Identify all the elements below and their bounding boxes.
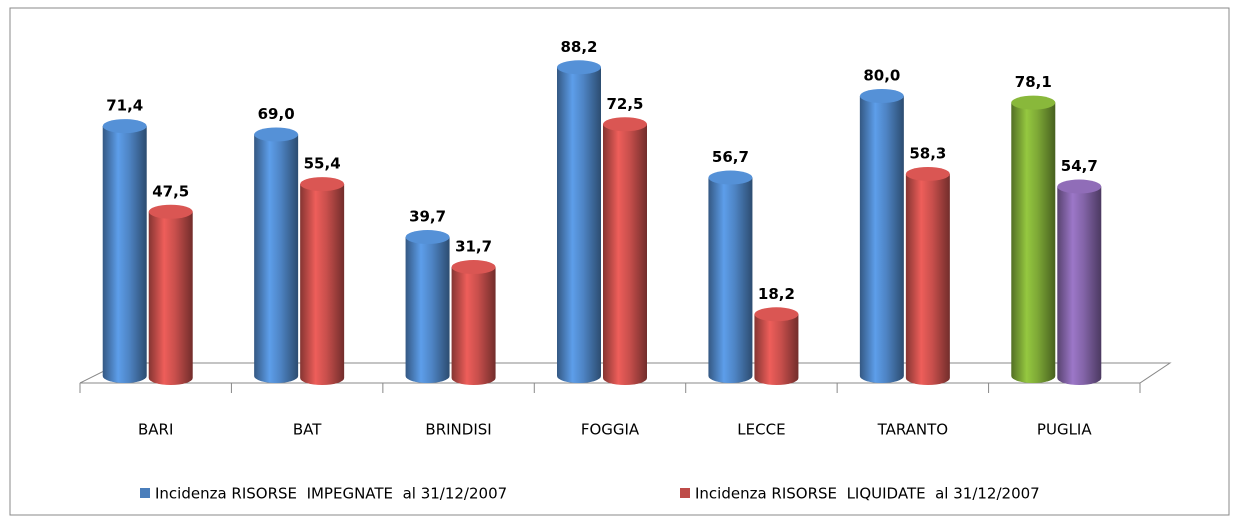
x-tick-label: BRINDISI <box>425 421 491 439</box>
value-label: 88,2 <box>560 38 597 56</box>
bar <box>451 260 496 386</box>
value-label: 78,1 <box>1015 73 1052 91</box>
bar-top <box>405 230 450 245</box>
bar-top <box>603 117 647 132</box>
bar-top <box>148 204 193 219</box>
legend-label: Incidenza RISORSE LIQUIDATE al 31/12/200… <box>695 485 1040 503</box>
bar-body <box>102 126 147 383</box>
value-label: 18,2 <box>758 285 795 303</box>
bar <box>300 177 345 386</box>
value-label: 56,7 <box>712 148 749 166</box>
bar-body <box>1011 102 1056 384</box>
x-tick-label: BARI <box>138 421 173 439</box>
value-label: 47,5 <box>152 182 189 200</box>
value-label: 80,0 <box>863 67 900 85</box>
value-label: 55,4 <box>304 155 341 173</box>
bar-top <box>102 119 147 134</box>
bar-top <box>451 260 496 275</box>
bar-top <box>754 307 799 322</box>
bar <box>148 204 193 385</box>
bar <box>859 89 904 383</box>
value-label: 39,7 <box>409 208 446 226</box>
bar-body <box>254 134 299 383</box>
bar <box>557 60 601 384</box>
bar-top <box>300 177 345 192</box>
value-label: 69,0 <box>258 105 295 123</box>
x-tick-label: FOGGIA <box>581 421 640 439</box>
bar-top <box>254 127 299 142</box>
bar-body <box>148 211 193 385</box>
bar-top <box>1057 179 1102 194</box>
x-tick-label: LECCE <box>737 421 785 439</box>
value-label: 31,7 <box>455 238 492 256</box>
bar-top <box>1011 95 1056 110</box>
bar <box>754 307 799 386</box>
bar-body <box>708 177 753 383</box>
bar-body <box>754 314 799 386</box>
bar-body <box>603 124 647 385</box>
x-tick-label: PUGLIA <box>1037 421 1092 439</box>
bar-top <box>905 166 950 181</box>
bar-top <box>708 170 753 185</box>
legend-label: Incidenza RISORSE IMPEGNATE al 31/12/200… <box>155 485 507 503</box>
bar-body <box>405 237 450 383</box>
x-tick-label: TARANTO <box>877 421 949 439</box>
bar <box>102 119 147 383</box>
value-label: 71,4 <box>106 97 143 115</box>
bar-top <box>557 60 601 75</box>
bar-body <box>557 67 601 384</box>
bar-body <box>859 96 904 383</box>
legend-swatch <box>680 488 690 498</box>
value-label: 58,3 <box>909 144 946 162</box>
bar <box>1057 179 1102 386</box>
bar-body <box>451 267 496 386</box>
bar <box>905 166 950 386</box>
bar-body <box>300 184 345 386</box>
bar-top <box>859 89 904 103</box>
bar <box>708 170 753 383</box>
bar-body <box>1057 186 1102 386</box>
bar <box>1011 95 1056 384</box>
value-label: 54,7 <box>1061 157 1098 175</box>
legend-swatch <box>140 488 150 498</box>
bar-body <box>905 173 950 386</box>
value-label: 72,5 <box>606 95 643 113</box>
bar <box>405 230 450 383</box>
bar <box>254 127 299 383</box>
bar <box>603 117 647 385</box>
x-tick-label: BAT <box>293 421 322 439</box>
